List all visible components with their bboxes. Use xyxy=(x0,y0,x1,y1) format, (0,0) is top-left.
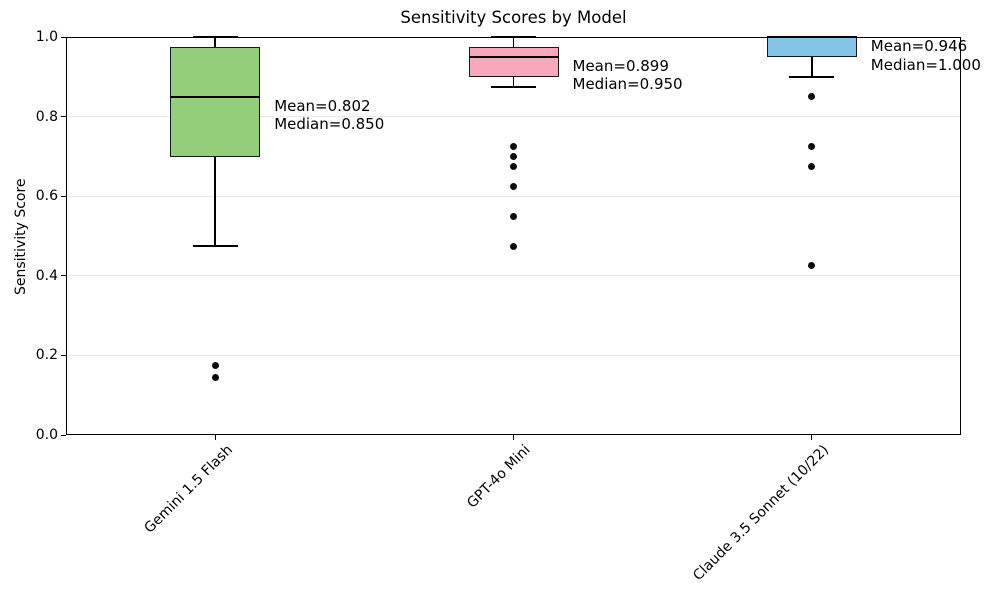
y-tick-mark xyxy=(61,36,66,38)
lower-whisker-gemini-1-5-flash xyxy=(214,156,216,246)
annotation-line: Median=0.850 xyxy=(274,115,385,134)
y-tick-label: 0.4 xyxy=(35,267,58,284)
y-tick-label: 0.2 xyxy=(35,347,58,364)
outlier-point-gpt-4o-mini xyxy=(510,143,517,150)
median-line-gemini-1-5-flash xyxy=(170,95,261,98)
annotation-line: Mean=0.946 xyxy=(870,37,968,55)
outlier-point-gpt-4o-mini xyxy=(510,162,517,170)
chart-title: Sensitivity Scores by Model xyxy=(400,8,627,27)
y-tick-mark xyxy=(61,434,66,436)
box-gemini-1-5-flash xyxy=(170,47,261,157)
lower-whisker-cap-gpt-4o-mini xyxy=(491,86,536,88)
y-tick-mark xyxy=(61,195,66,197)
annotation-claude-3-5-sonnet-10-22: Mean=0.946 Median=1.000 xyxy=(871,37,981,74)
x-tick-label-gpt-4o-mini: GPT-4o Mini xyxy=(464,442,534,512)
y-tick-mark xyxy=(61,116,66,118)
annotation-gemini-1-5-flash: Mean=0.802 Median=0.850 xyxy=(274,97,384,134)
plot-border xyxy=(66,37,961,435)
box-gpt-4o-mini xyxy=(468,47,559,77)
x-tick-label-claude-3-5-sonnet-10-22: Claude 3.5 Sonnet (10/22) xyxy=(690,442,833,584)
outlier-point-gpt-4o-mini xyxy=(510,242,517,250)
upper-whisker-gpt-4o-mini xyxy=(512,37,515,47)
gridline xyxy=(66,116,961,118)
lower-whisker-cap-gemini-1-5-flash xyxy=(192,245,238,247)
outlier-point-gemini-1-5-flash xyxy=(211,361,219,369)
lower-whisker-gpt-4o-mini xyxy=(512,76,515,87)
gridline xyxy=(66,195,961,197)
outlier-point-gpt-4o-mini xyxy=(510,152,517,160)
gridline xyxy=(66,354,961,356)
x-tick-label-gemini-1-5-flash: Gemini 1.5 Flash xyxy=(141,442,236,537)
outlier-point-claude-3-5-sonnet-10-22 xyxy=(808,162,816,170)
y-tick-label: 0.6 xyxy=(35,188,58,205)
lower-whisker-cap-claude-3-5-sonnet-10-22 xyxy=(789,76,835,78)
outlier-point-gpt-4o-mini xyxy=(510,182,517,190)
median-line-gpt-4o-mini xyxy=(468,55,559,58)
annotation-gpt-4o-mini: Mean=0.899 Median=0.950 xyxy=(573,57,683,94)
y-tick-label: 0.8 xyxy=(35,108,58,125)
y-tick-label: 1.0 xyxy=(35,29,58,45)
outlier-point-claude-3-5-sonnet-10-22 xyxy=(808,262,816,270)
gridline xyxy=(66,275,961,277)
y-tick-mark xyxy=(61,354,66,356)
outlier-point-gemini-1-5-flash xyxy=(211,373,219,381)
annotation-line: Mean=0.802 xyxy=(274,96,371,115)
x-tick-mark xyxy=(214,435,216,440)
upper-whisker-gemini-1-5-flash xyxy=(214,37,216,47)
x-tick-mark xyxy=(513,435,514,440)
annotation-line: Median=0.950 xyxy=(572,75,683,94)
plot-area: Mean=0.802 Median=0.850 Mean=0.899 Median=0… xyxy=(66,36,981,435)
outlier-point-claude-3-5-sonnet-10-22 xyxy=(808,93,816,101)
annotation-line: Mean=0.899 xyxy=(572,56,669,75)
outlier-point-gpt-4o-mini xyxy=(510,212,517,220)
annotation-line: Median=1.000 xyxy=(870,55,981,74)
outlier-point-claude-3-5-sonnet-10-22 xyxy=(808,143,816,150)
x-tick-mark xyxy=(811,435,813,440)
lower-whisker-claude-3-5-sonnet-10-22 xyxy=(811,56,813,77)
y-tick-label: 0.0 xyxy=(35,427,58,443)
y-tick-mark xyxy=(61,275,66,277)
